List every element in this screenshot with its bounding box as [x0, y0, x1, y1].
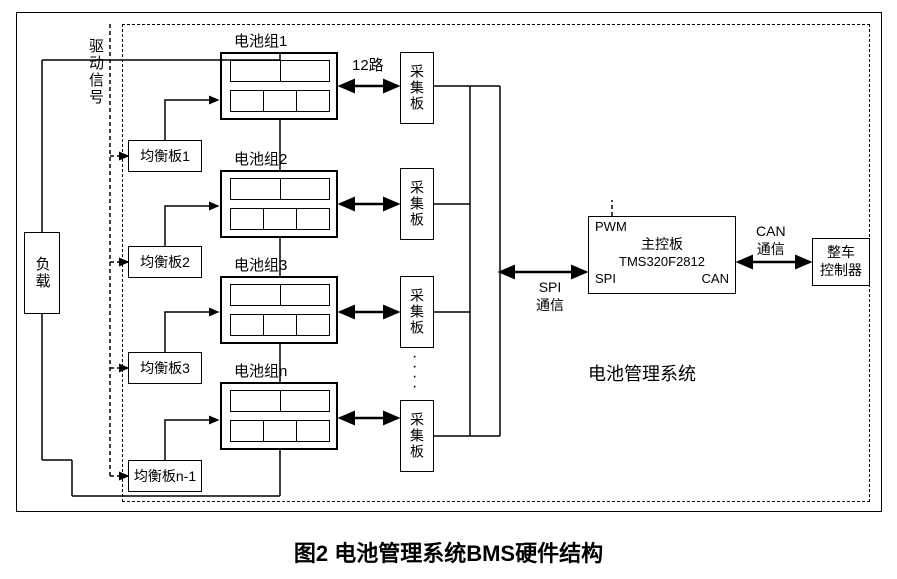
- main-board-can: CAN: [702, 271, 729, 286]
- main-board: PWM 主控板 TMS320F2812 SPI CAN: [588, 216, 736, 294]
- diagram-canvas: 负载 驱动信号 均衡板1 均衡板2 均衡板3 均衡板n-1 电池组1 电池组2 …: [0, 0, 897, 579]
- main-board-line1: 主控板: [595, 234, 729, 254]
- load-label: 负载: [32, 256, 53, 290]
- collector-n-label: 采集板: [407, 412, 427, 460]
- battery-pack-1: [220, 52, 338, 120]
- twelve-lines-label: 12路: [352, 54, 384, 75]
- battery-pack-n: [220, 382, 338, 450]
- vehicle-ctrl-line1: 整车: [827, 244, 855, 260]
- main-board-pwm: PWM: [595, 219, 729, 234]
- collector-2: 采集板: [400, 168, 434, 240]
- can-comm-label: CAN通信: [756, 222, 786, 258]
- collector-1-label: 采集板: [407, 64, 427, 112]
- load-box: 负载: [24, 232, 60, 314]
- balancer-1-label: 均衡板1: [140, 146, 190, 166]
- drive-signal-label: 驱动信号: [85, 38, 106, 106]
- battery2-label: 电池组2: [234, 148, 287, 169]
- balancer-2-label: 均衡板2: [140, 252, 190, 272]
- batteryn-label: 电池组n: [234, 360, 287, 381]
- battery1-label: 电池组1: [234, 30, 287, 51]
- spi-comm-label: SPI通信: [536, 278, 564, 314]
- collector-3: 采集板: [400, 276, 434, 348]
- bms-label: 电池管理系统: [588, 360, 696, 386]
- collector-n: 采集板: [400, 400, 434, 472]
- figure-caption: 图2 电池管理系统BMS硬件结构: [0, 536, 897, 568]
- battery-pack-2: [220, 170, 338, 238]
- main-board-line2: TMS320F2812: [595, 254, 729, 269]
- battery3-label: 电池组3: [234, 254, 287, 275]
- balancer-1: 均衡板1: [128, 140, 202, 172]
- collector-dots: ····: [412, 352, 417, 392]
- collector-2-label: 采集板: [407, 180, 427, 228]
- balancer-n1: 均衡板n-1: [128, 460, 202, 492]
- balancer-3: 均衡板3: [128, 352, 202, 384]
- vehicle-ctrl-line2: 控制器: [820, 262, 862, 278]
- vehicle-controller: 整车 控制器: [812, 238, 870, 286]
- balancer-2: 均衡板2: [128, 246, 202, 278]
- balancer-n1-label: 均衡板n-1: [134, 466, 196, 486]
- main-board-spi: SPI: [595, 271, 616, 286]
- collector-1: 采集板: [400, 52, 434, 124]
- collector-3-label: 采集板: [407, 288, 427, 336]
- battery-pack-3: [220, 276, 338, 344]
- balancer-3-label: 均衡板3: [140, 358, 190, 378]
